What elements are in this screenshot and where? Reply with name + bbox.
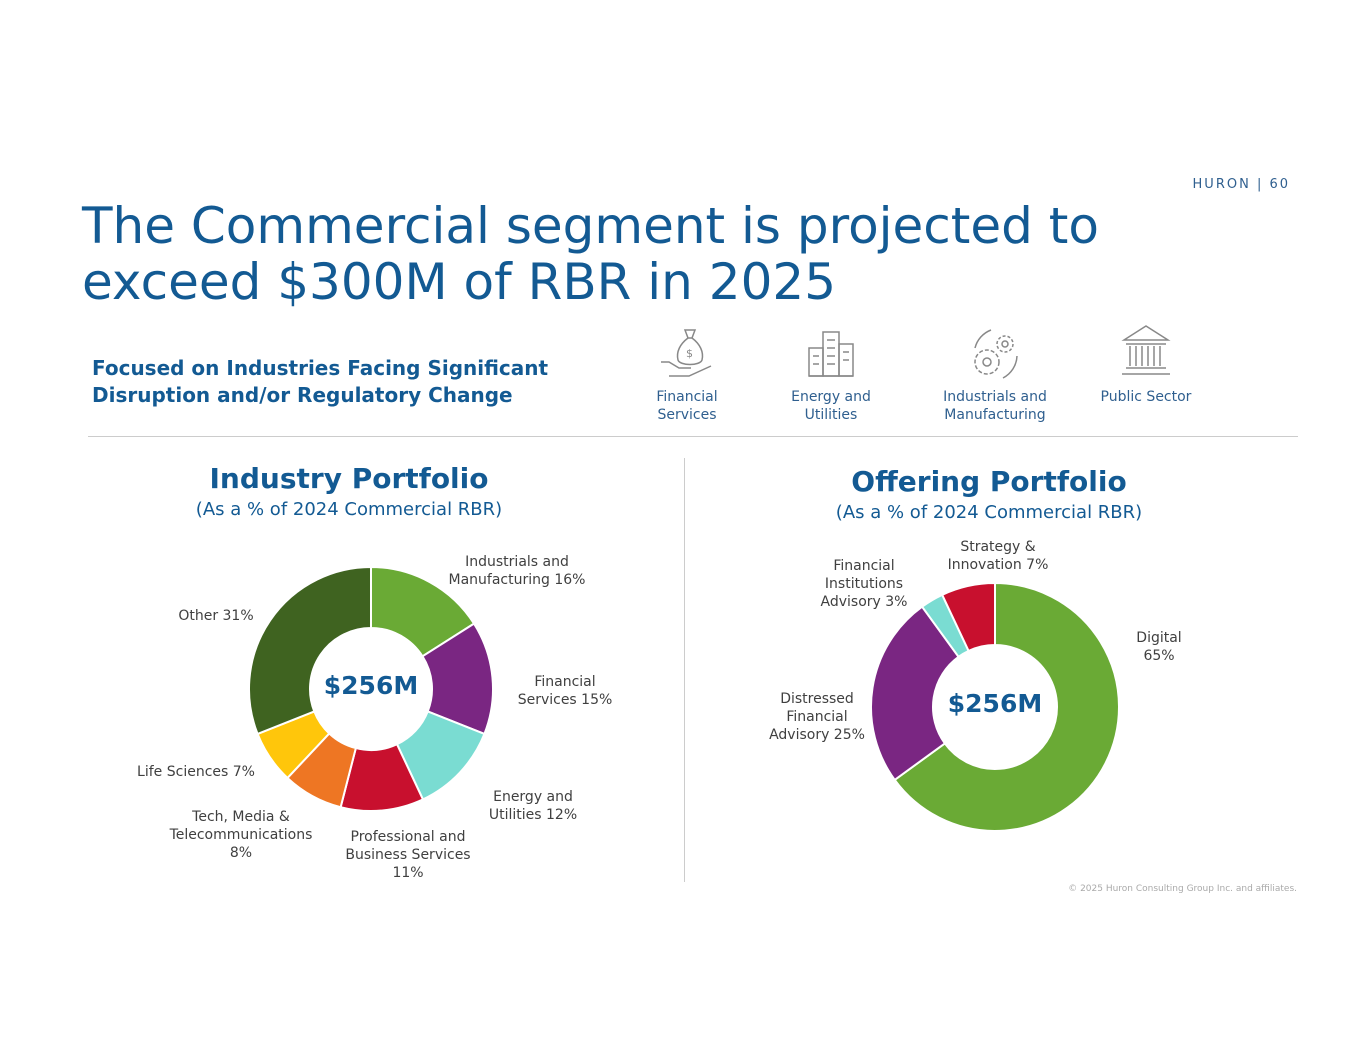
industry-label-line1: Public Sector [1100, 389, 1192, 405]
industry-energy-utilities: Energy and Utilities [766, 326, 896, 424]
buildings-icon [808, 331, 854, 377]
label-distressed: Distressed Financial Advisory 25% [769, 691, 865, 743]
chart-subtitle: (As a % of 2024 Commercial RBR) [835, 502, 1143, 523]
divider-horizontal [88, 436, 1298, 437]
donut-slice-distressed-financial-advisory [870, 605, 960, 782]
label-financial-services: Financial Services 15% [517, 674, 613, 708]
offering-center-label: $256M [947, 689, 1043, 718]
money-bag-hand-icon: $ [661, 329, 712, 377]
industry-label-line1: Industrials and [943, 389, 1047, 405]
industry-industrials-manufacturing: Industrials and Manufacturing [930, 326, 1060, 424]
industry-label-line1: Financial [656, 389, 718, 405]
divider-vertical [684, 458, 685, 882]
industry-label-line2: Manufacturing [944, 407, 1046, 423]
label-fia: Financial Institutions Advisory 3% [820, 558, 908, 610]
industry-label-line2: Services [657, 407, 717, 423]
focus-heading: Focused on Industries Facing Significant… [92, 355, 548, 409]
gears-icon [974, 329, 1018, 379]
title-line-2: exceed $300M of RBR in 2025 [82, 253, 837, 311]
industry-center-label: $256M [323, 671, 419, 700]
donut-slice-digital [893, 581, 1120, 832]
donut-slice-other [248, 565, 372, 736]
copyright-footer: © 2025 Huron Consulting Group Inc. and a… [1068, 884, 1297, 894]
label-life-sciences: Life Sciences 7% [137, 764, 255, 780]
label-energy-utilities: Energy and Utilities 12% [488, 789, 578, 823]
focus-line-2: Disruption and/or Regulatory Change [92, 383, 513, 407]
industry-label-line2: Utilities [804, 407, 858, 423]
slide-title: The Commercial segment is projected to ex… [82, 198, 1099, 310]
industry-public-sector: Public Sector [1081, 322, 1211, 406]
label-tech-media: Tech, Media & Telecommunications 8% [169, 809, 313, 861]
label-industrials: Industrials and Manufacturing 16% [448, 554, 586, 588]
industry-financial-services: $ Financial Services [622, 326, 752, 424]
focus-line-1: Focused on Industries Facing Significant [92, 356, 549, 380]
svg-text:$: $ [686, 347, 693, 360]
label-other: Other 31% [178, 608, 254, 624]
industry-portfolio-header: Industry Portfolio (As a % of 2024 Comme… [149, 462, 549, 520]
title-line-1: The Commercial segment is projected to [82, 197, 1099, 255]
chart-subtitle: (As a % of 2024 Commercial RBR) [195, 499, 503, 520]
label-digital: Digital 65% [1136, 630, 1182, 664]
label-strategy: Strategy & Innovation 7% [947, 539, 1049, 573]
government-building-icon [1121, 325, 1171, 375]
chart-title: Industry Portfolio [209, 462, 489, 495]
chart-title: Offering Portfolio [851, 465, 1127, 498]
label-professional-business: Professional and Business Services 11% [345, 829, 471, 881]
donut-slice-strategy-innovation [940, 581, 996, 653]
industry-label-line1: Energy and [791, 389, 871, 405]
offering-portfolio-header: Offering Portfolio (As a % of 2024 Comme… [789, 465, 1189, 523]
brand-page-number: HURON | 60 [1192, 177, 1290, 192]
